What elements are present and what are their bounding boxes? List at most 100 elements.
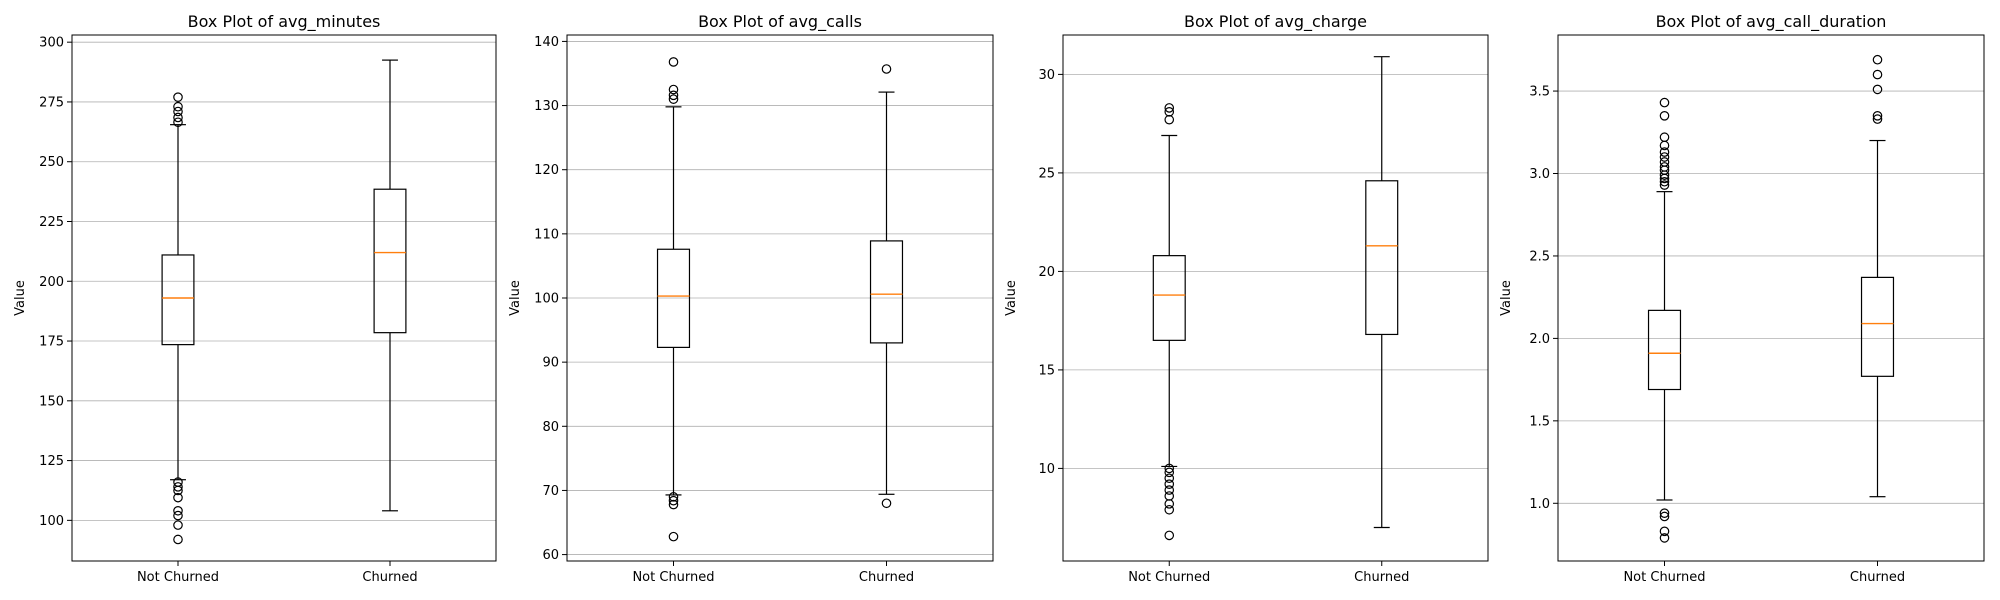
- chart-3-xtick-label: Not Churned: [1128, 570, 1210, 585]
- chart-4-box-churned-iqr: [1860, 276, 1895, 377]
- chart-3-title: Box Plot of avg_charge: [1184, 12, 1367, 32]
- chart-2-ytick-label: 60: [542, 548, 559, 563]
- chart-3-box-not-churned-outlier: [1164, 463, 1175, 474]
- chart-1-ytick-label: 250: [39, 155, 64, 170]
- chart-2-box-not-churned-outlier: [668, 94, 679, 104]
- chart-4-ylabel: Value: [1499, 280, 1514, 316]
- chart-1-box-not-churned-outlier: [173, 92, 183, 102]
- chart-3-ytick-label: 10: [1038, 462, 1055, 477]
- chart-2-xtick-label: Churned: [859, 570, 914, 585]
- chart-3-ytick-label: 20: [1038, 265, 1055, 280]
- chart-2-box-not-churned-outlier: [668, 495, 679, 506]
- chart-1-box-not-churned-outlier: [173, 492, 183, 503]
- chart-2-box-not-churned-outlier: [668, 531, 679, 542]
- chart-4-ytick-label: 1.0: [1529, 497, 1550, 512]
- chart-2-title: Box Plot of avg_calls: [698, 12, 862, 32]
- chart-1-ytick-label: 125: [39, 454, 64, 469]
- chart-4-box-not-churned-outlier: [1659, 132, 1670, 143]
- chart-1-ytick-label: 300: [39, 36, 64, 51]
- chart-2-box-not-churned-outlier: [668, 84, 679, 95]
- chart-4-box-not-churned-outlier: [1659, 140, 1670, 151]
- chart-2-ytick-label: 110: [534, 227, 559, 242]
- chart-2-box-not-churned-outlier: [668, 499, 679, 510]
- chart-3-box-churned-iqr: [1365, 180, 1399, 336]
- chart-2-ytick-label: 130: [534, 99, 559, 114]
- chart-1-ytick-label: 275: [39, 95, 64, 110]
- chart-1-ytick-label: 200: [39, 275, 64, 290]
- chart-3-ytick-label: 30: [1038, 68, 1055, 83]
- chart-4-box-churned-outlier: [1872, 114, 1883, 124]
- chart-1-box-churned-iqr: [373, 188, 407, 334]
- chart-4-box-not-churned-iqr: [1647, 309, 1682, 391]
- chart-4-box-not-churned-outlier: [1659, 170, 1670, 180]
- chart-3-ylabel: Value: [1004, 280, 1019, 316]
- chart-1-box-not-churned-outlier: [173, 505, 183, 516]
- chart-1-box-not-churned-iqr: [161, 254, 195, 346]
- chart-3-box-not-churned-outlier: [1164, 103, 1175, 113]
- chart-4-xtick-label: Churned: [1850, 570, 1905, 585]
- chart-3-box-not-churned-outlier: [1164, 467, 1175, 478]
- chart-2-ytick-label: 100: [534, 292, 559, 307]
- chart-2-ytick-label: 90: [542, 356, 559, 371]
- chart-4-box-not-churned-outlier: [1659, 533, 1670, 543]
- chart-2-ytick-label: 70: [542, 484, 559, 499]
- chart-3-box-not-churned-outlier: [1164, 504, 1175, 515]
- chart-3-box-not-churned-outlier: [1164, 114, 1175, 125]
- chart-1-box-not-churned-outlier: [173, 510, 183, 521]
- chart-4-box-not-churned-outlier: [1659, 176, 1670, 187]
- chart-4-axes-frame: [1557, 34, 1985, 562]
- chart-4-box-not-churned-outlier: [1659, 526, 1670, 537]
- chart-2-ylabel: Value: [508, 280, 523, 316]
- chart-4-box-churned-outlier: [1872, 110, 1883, 121]
- chart-3-ytick-label: 15: [1038, 363, 1055, 378]
- chart-2-xtick-label: Not Churned: [632, 570, 714, 585]
- chart-2-ytick-label: 80: [542, 420, 559, 435]
- chart-1-xtick-label: Churned: [362, 570, 417, 585]
- chart-4-box-not-churned-outlier: [1659, 152, 1670, 162]
- chart-1-ytick-label: 175: [39, 335, 64, 350]
- chart-1-ylabel: Value: [13, 280, 28, 316]
- chart-3-box-not-churned-iqr: [1152, 255, 1186, 341]
- chart-1-ytick-label: 100: [39, 514, 64, 529]
- chart-4-box-churned-outlier: [1872, 69, 1883, 80]
- chart-3-xtick-label: Churned: [1354, 570, 1409, 585]
- chart-4-box-not-churned-outlier: [1659, 157, 1670, 167]
- chart-4-box-not-churned-outlier: [1659, 173, 1670, 184]
- chart-4-ytick-label: 3.5: [1529, 85, 1550, 100]
- chart-1-ytick-label: 225: [39, 215, 64, 230]
- chart-1-axes-frame: [71, 34, 497, 562]
- chart-1-box-not-churned-outlier: [173, 117, 183, 128]
- chart-1-xtick-label: Not Churned: [137, 570, 219, 585]
- chart-1-ytick-label: 150: [39, 394, 64, 409]
- chart-1-box-not-churned-outlier: [173, 520, 183, 530]
- chart-4-box-not-churned-outlier: [1659, 180, 1670, 190]
- chart-2-box-not-churned-outlier: [668, 90, 679, 101]
- chart-4-box-not-churned-outlier: [1659, 97, 1670, 108]
- chart-4-box-not-churned-outlier: [1659, 110, 1670, 121]
- chart-2-box-not-churned-outlier: [668, 57, 679, 67]
- chart-4-ytick-label: 3.0: [1529, 167, 1550, 182]
- chart-1-box-not-churned-outlier: [173, 534, 183, 545]
- chart-1-box-not-churned-outlier: [173, 106, 183, 117]
- chart-2-box-not-churned-outlier: [668, 492, 679, 502]
- chart-4-ytick-label: 1.5: [1529, 414, 1550, 429]
- chart-2-ytick-label: 120: [534, 163, 559, 178]
- chart-4-box-not-churned-outlier: [1659, 511, 1670, 522]
- chart-3-box-not-churned-outlier: [1164, 530, 1175, 541]
- chart-1-box-not-churned-outlier: [173, 101, 183, 112]
- chart-4-title: Box Plot of avg_call_duration: [1656, 12, 1887, 32]
- chart-4-box-not-churned-outlier: [1659, 508, 1670, 518]
- chart-3-axes-frame: [1062, 34, 1489, 562]
- chart-3-box-not-churned-outlier: [1164, 479, 1175, 489]
- chart-2-box-churned-outlier: [881, 498, 892, 509]
- chart-4-xtick-label: Not Churned: [1623, 570, 1705, 585]
- chart-2-box-churned-iqr: [869, 240, 904, 344]
- chart-1-box-not-churned-outlier: [173, 112, 183, 123]
- chart-3-box-not-churned-outlier: [1164, 473, 1175, 484]
- chart-2-box-churned-outlier: [881, 64, 892, 74]
- chart-1-title: Box Plot of avg_minutes: [188, 12, 381, 32]
- chart-3-ytick-label: 25: [1038, 166, 1055, 181]
- chart-1-box-not-churned-outlier: [173, 482, 183, 492]
- chart-4-box-churned-outlier: [1872, 54, 1883, 65]
